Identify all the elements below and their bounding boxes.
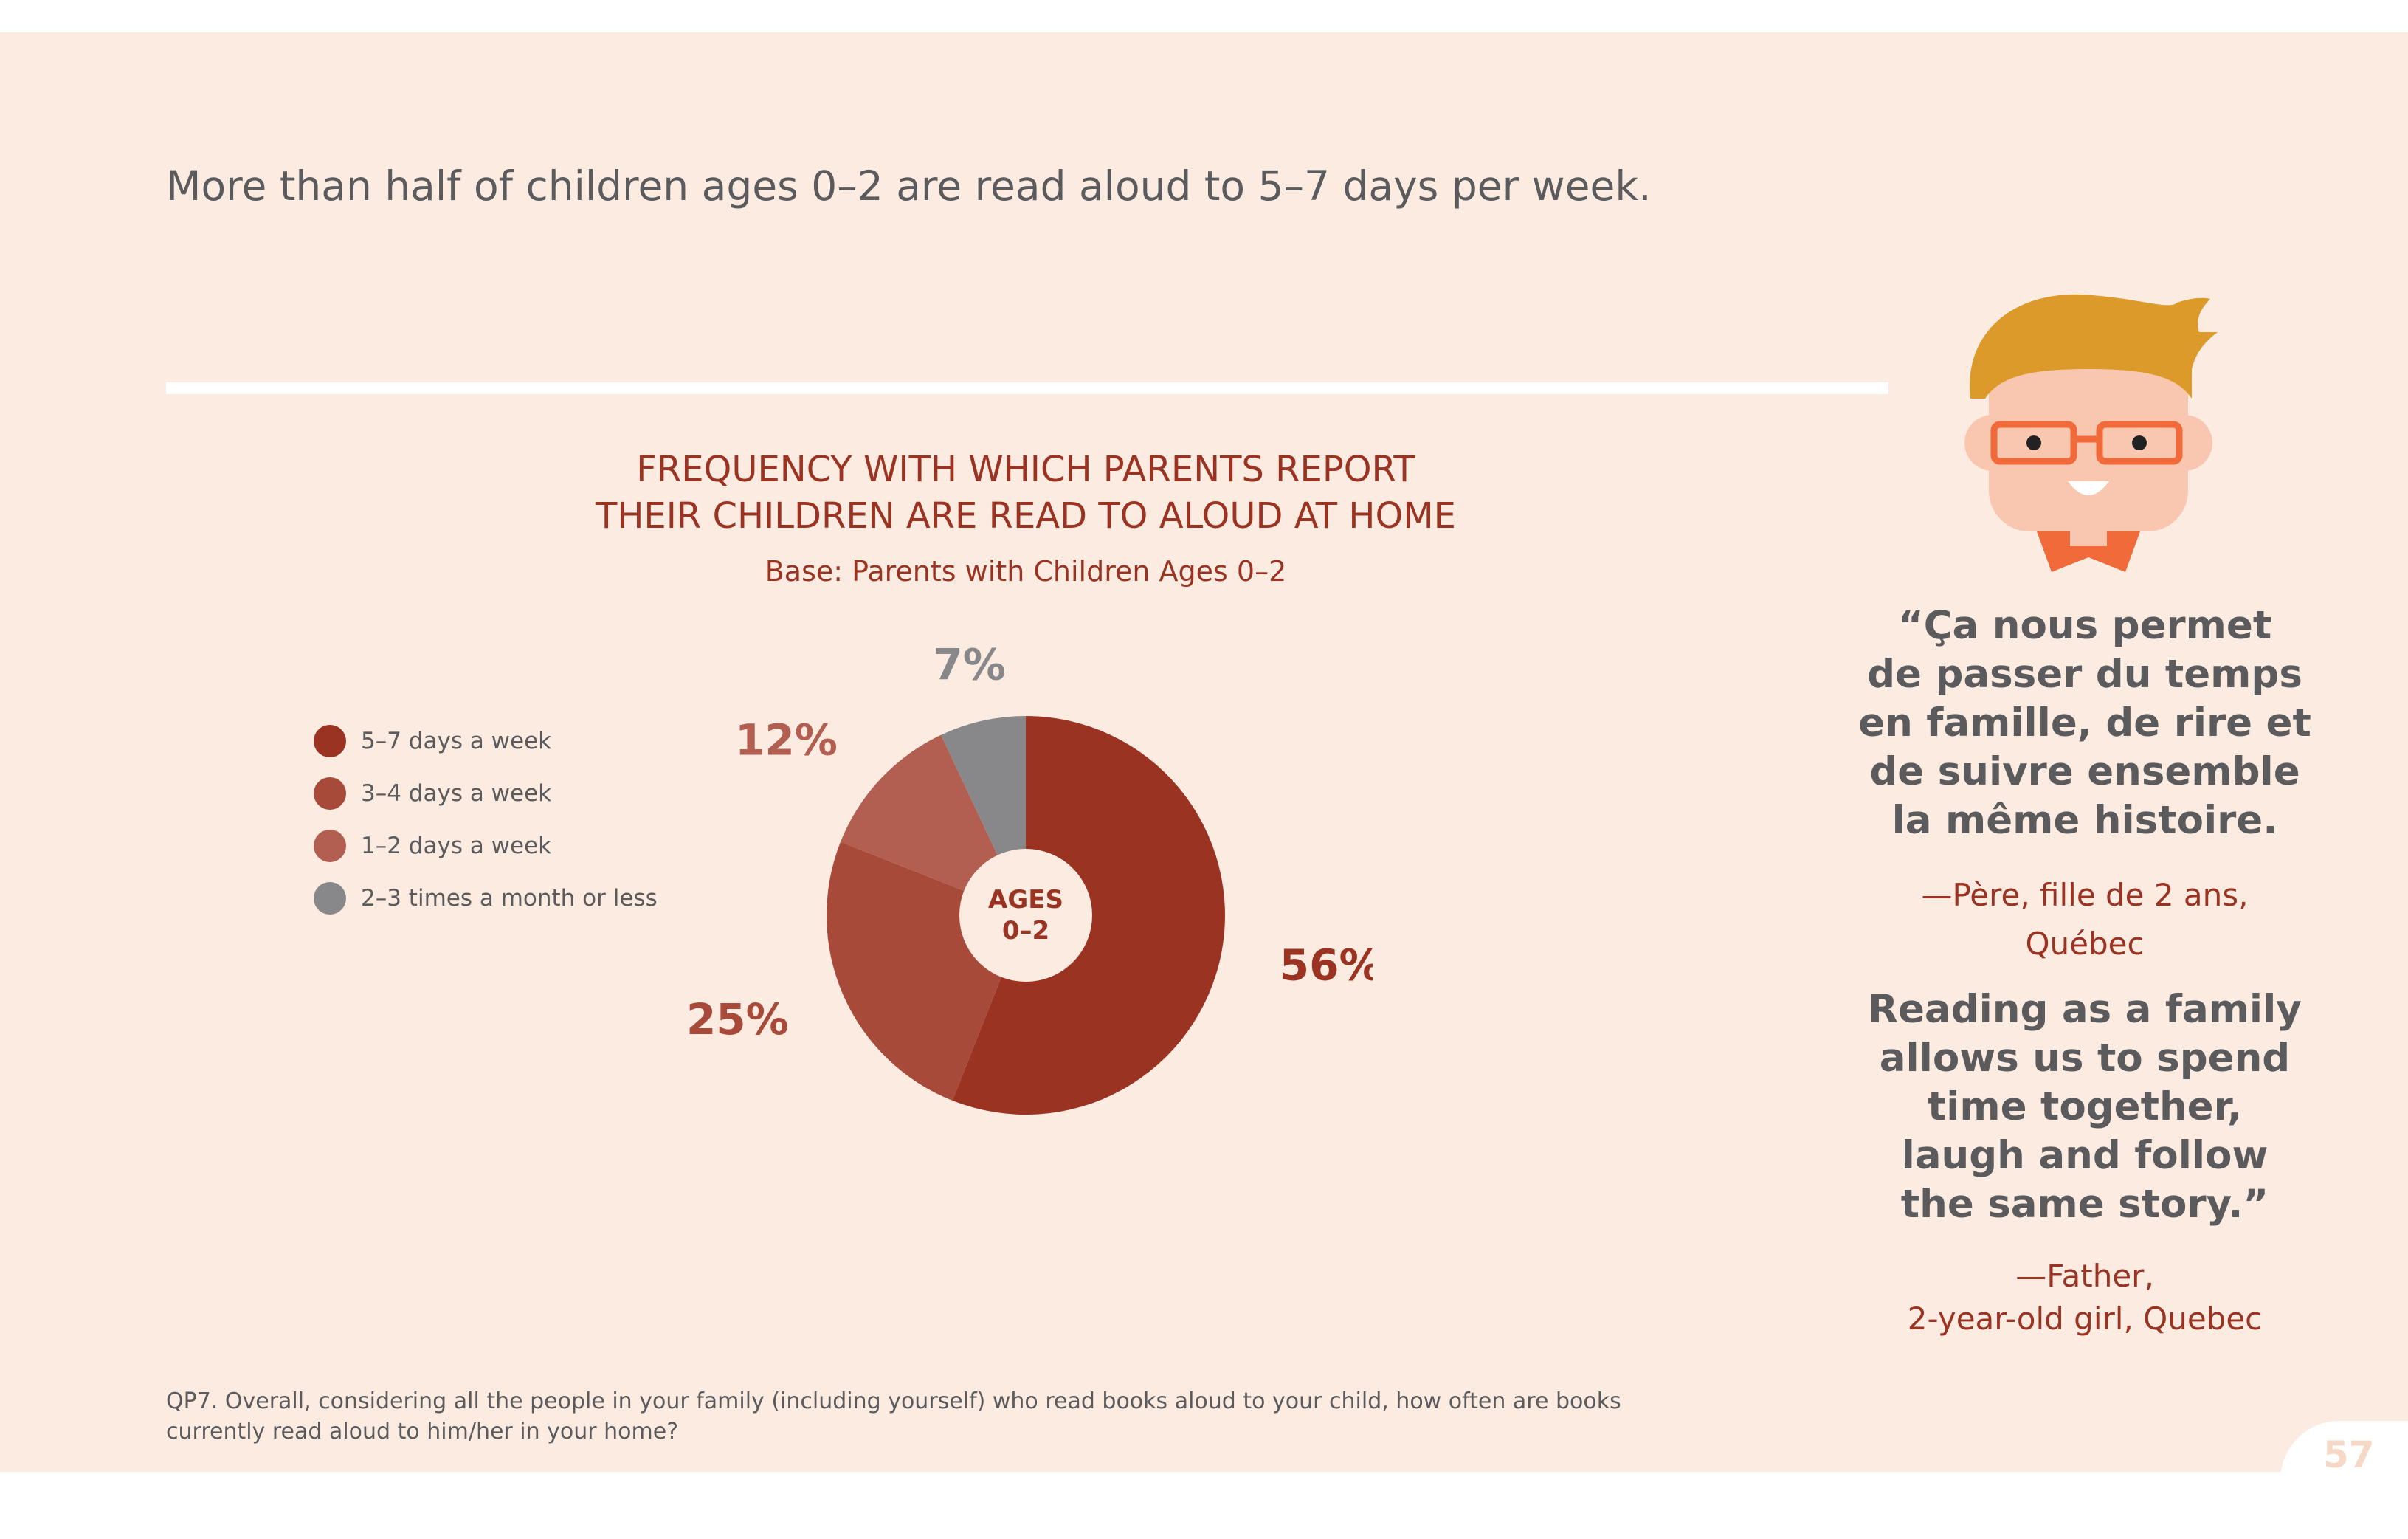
legend-label: 2–3 times a month or less [361, 885, 658, 912]
smile-shape [2068, 481, 2109, 495]
collar-icon [2037, 528, 2140, 572]
quote-english-line: time together, [1927, 1084, 2243, 1129]
attribution-french-line: —Père, fille de 2 ans, [1921, 877, 2249, 913]
left-eye-icon [2026, 435, 2041, 450]
quote-french-line: la même histoire. [1891, 798, 2278, 843]
legend-swatch [314, 777, 346, 810]
legend-item: 5–7 days a week [314, 723, 658, 759]
attribution-french: —Père, fille de 2 ans, Québec [1815, 871, 2354, 968]
quote-french-line: “Ça nous permet [1897, 603, 2272, 648]
glasses-right-lens [2096, 421, 2183, 465]
attribution-english-line: 2-year-old girl, Quebec [1907, 1301, 2263, 1337]
legend-swatch [314, 725, 346, 757]
legend-item: 3–4 days a week [314, 776, 658, 811]
report-page [0, 32, 2408, 1472]
headline: More than half of children ages 0–2 are … [166, 162, 1652, 210]
boy-with-glasses-illustration [1964, 294, 2218, 572]
quote-french-line: en famille, de rire et [1858, 700, 2311, 746]
footnote-line: currently read aloud to him/her in your … [166, 1419, 679, 1445]
legend-item: 2–3 times a month or less [314, 881, 658, 916]
right-eye-icon [2132, 435, 2147, 450]
footnote: QP7. Overall, considering all the people… [166, 1386, 1753, 1447]
quote-english-line: the same story.” [1900, 1182, 2269, 1227]
donut-hole [959, 849, 1092, 982]
legend-item: 1–2 days a week [314, 828, 658, 864]
quote-english-line: Reading as a family [1868, 987, 2302, 1032]
divider [166, 382, 1888, 394]
chart-title-line-1: FREQUENCY WITH WHICH PARENTS REPORT [636, 449, 1415, 490]
pie-value-label: 25% [686, 994, 789, 1044]
quote-french: “Ça nous permet de passer du temps en fa… [1815, 602, 2354, 845]
quote-english-line: allows us to spend [1879, 1036, 2291, 1081]
legend-label: 1–2 days a week [361, 833, 552, 859]
chart-subtitle: Base: Parents with Children Ages 0–2 [765, 555, 1287, 588]
center-label-line-2: 0–2 [1002, 916, 1049, 946]
quote-english-line: laugh and follow [1901, 1133, 2269, 1178]
page-number: 57 [2323, 1433, 2375, 1476]
legend-swatch [314, 830, 346, 862]
legend-swatch [314, 882, 346, 915]
footnote-line: QP7. Overall, considering all the people… [166, 1388, 1621, 1414]
attribution-english-line: —Father, [2015, 1258, 2154, 1294]
attribution-english: —Father, 2-year-old girl, Quebec [1815, 1255, 2354, 1340]
chart-title-line-2: THEIR CHILDREN ARE READ TO ALOUD AT HOME [596, 495, 1456, 537]
hair-shape [1970, 294, 2218, 399]
quote-french-line: de passer du temps [1867, 652, 2302, 697]
quote-french-line: de suivre ensemble [1869, 749, 2300, 794]
face-shape [1989, 340, 2188, 531]
chart-legend: 5–7 days a week 3–4 days a week 1–2 days… [314, 723, 658, 933]
glasses-left-lens [1990, 421, 2077, 465]
attribution-french-line: Québec [2025, 926, 2145, 962]
pie-value-label: 7% [933, 639, 1005, 689]
center-label-line-1: AGES [988, 885, 1063, 915]
donut-chart: 56% 25% 12% 7% AGES 0–2 [686, 639, 1373, 1115]
pie-value-labels: 56% 25% 12% 7% [686, 639, 1373, 1044]
pie-value-label: 12% [735, 715, 838, 765]
pie-value-label: 56% [1280, 940, 1373, 991]
quote-english: Reading as a family allows us to spend t… [1815, 985, 2354, 1229]
legend-label: 3–4 days a week [361, 780, 552, 807]
chart-title: FREQUENCY WITH WHICH PARENTS REPORT THEI… [583, 447, 1469, 540]
legend-label: 5–7 days a week [361, 728, 552, 754]
